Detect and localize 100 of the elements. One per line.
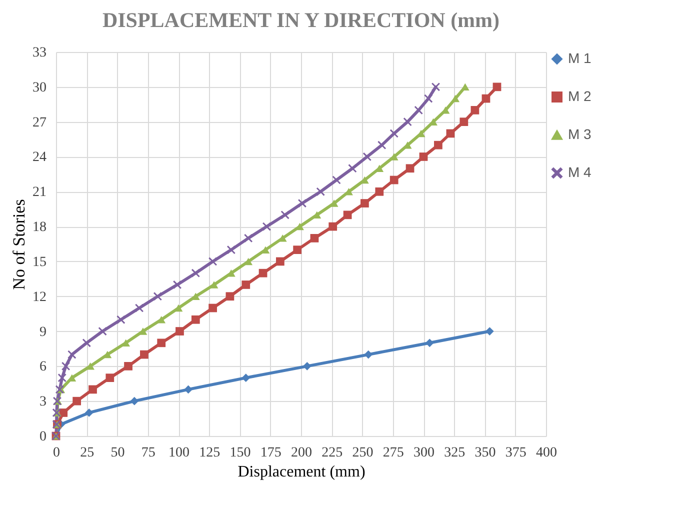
point bbox=[86, 362, 94, 370]
y-tick-label: 33 bbox=[32, 46, 46, 60]
point bbox=[310, 234, 319, 242]
point bbox=[470, 106, 480, 114]
point bbox=[364, 350, 373, 359]
point bbox=[135, 304, 144, 312]
point bbox=[316, 187, 325, 196]
point bbox=[343, 210, 352, 220]
point bbox=[116, 315, 126, 324]
point bbox=[328, 222, 338, 231]
legend-label: M 2 bbox=[568, 88, 592, 104]
point bbox=[406, 164, 414, 173]
x-tick-label: 25 bbox=[80, 446, 94, 460]
y-tick-label: 6 bbox=[40, 360, 46, 375]
x-axis-title: Displacement (mm) bbox=[238, 464, 366, 480]
point bbox=[226, 246, 236, 254]
point bbox=[68, 350, 76, 359]
point bbox=[176, 327, 184, 336]
point bbox=[106, 374, 114, 382]
y-tick-label: 24 bbox=[32, 150, 46, 166]
point bbox=[208, 304, 217, 312]
point bbox=[485, 327, 494, 336]
point bbox=[130, 396, 139, 406]
point bbox=[242, 280, 250, 289]
point bbox=[258, 268, 268, 278]
point bbox=[72, 396, 82, 406]
point bbox=[460, 118, 468, 126]
x-tick-label: 325 bbox=[444, 446, 466, 460]
x-tick-label: 0 bbox=[53, 446, 60, 460]
y-axis-title: No of Stories bbox=[10, 199, 28, 290]
x-tick-label: 300 bbox=[414, 446, 434, 460]
point bbox=[153, 292, 162, 301]
x-tick-label: 75 bbox=[141, 446, 156, 460]
point bbox=[244, 258, 253, 266]
point bbox=[298, 199, 306, 208]
point bbox=[157, 316, 166, 324]
point bbox=[276, 257, 284, 266]
point bbox=[348, 164, 357, 173]
x-tick-label: 125 bbox=[199, 446, 220, 460]
y-tick-label: 30 bbox=[32, 80, 46, 96]
legend-label: M 1 bbox=[568, 50, 592, 66]
x-tick-label: 375 bbox=[505, 446, 526, 460]
x-tick-label: 150 bbox=[230, 446, 251, 460]
point bbox=[88, 385, 97, 394]
point bbox=[434, 140, 442, 150]
point bbox=[280, 210, 290, 220]
legend-label: M 4 bbox=[568, 164, 592, 180]
point bbox=[184, 385, 192, 394]
point bbox=[242, 374, 250, 382]
y-tick-label: 3 bbox=[40, 394, 46, 410]
point bbox=[403, 118, 412, 126]
point bbox=[492, 82, 502, 92]
x-tick-label: 225 bbox=[322, 446, 343, 460]
point bbox=[446, 129, 455, 138]
point bbox=[432, 82, 440, 92]
point bbox=[419, 152, 428, 161]
point bbox=[293, 246, 302, 254]
point bbox=[84, 408, 94, 417]
x-tick-label: 200 bbox=[291, 446, 312, 460]
point bbox=[451, 94, 460, 102]
point bbox=[244, 234, 253, 242]
y-tick-label: 21 bbox=[32, 185, 46, 200]
point bbox=[208, 257, 217, 266]
x-tick-label: 350 bbox=[474, 446, 496, 460]
point bbox=[482, 94, 490, 103]
x-tick-label: 100 bbox=[168, 446, 190, 460]
x-tick-label: 50 bbox=[110, 446, 125, 460]
point bbox=[157, 338, 166, 348]
point bbox=[191, 268, 200, 278]
chart-title: DISPLACEMENT IN Y DIRECTION (mm) bbox=[102, 8, 500, 32]
point bbox=[460, 83, 470, 91]
point bbox=[378, 140, 386, 150]
point bbox=[360, 199, 369, 208]
legend-label: M 3 bbox=[568, 126, 592, 142]
point bbox=[375, 187, 384, 196]
point bbox=[390, 176, 398, 184]
y-tick-label: 0 bbox=[40, 430, 46, 444]
x-tick-label: 250 bbox=[352, 446, 374, 460]
x-tick-label: 175 bbox=[260, 446, 282, 460]
point bbox=[82, 338, 91, 348]
point bbox=[425, 338, 434, 348]
point bbox=[390, 129, 398, 138]
point bbox=[262, 222, 271, 231]
point bbox=[98, 327, 107, 336]
point bbox=[424, 94, 433, 103]
point bbox=[302, 362, 312, 370]
point bbox=[58, 374, 66, 382]
point bbox=[173, 280, 182, 289]
point bbox=[124, 362, 132, 370]
y-tick-label: 18 bbox=[32, 220, 46, 236]
point bbox=[296, 222, 304, 230]
x-tick-label: 275 bbox=[382, 446, 404, 460]
y-tick-label: 27 bbox=[32, 115, 46, 130]
y-tick-label: 9 bbox=[40, 324, 46, 340]
y-tick-label: 15 bbox=[32, 254, 46, 270]
point bbox=[140, 350, 148, 359]
point bbox=[332, 176, 341, 184]
point bbox=[191, 315, 200, 324]
point bbox=[62, 362, 70, 370]
point bbox=[226, 292, 234, 301]
